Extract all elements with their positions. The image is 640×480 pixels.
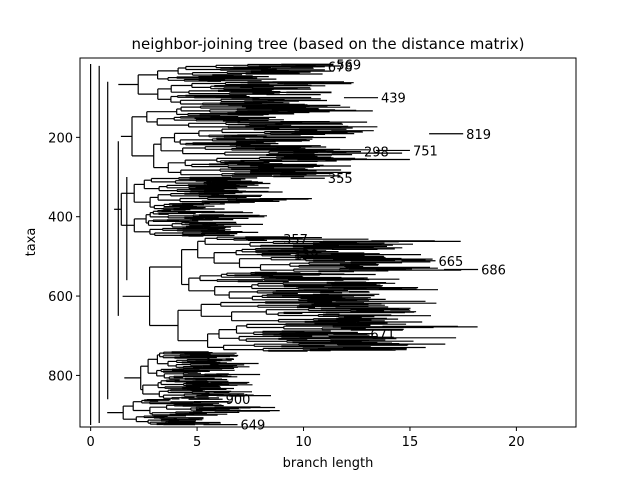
x-tick-label: 15: [402, 435, 419, 450]
y-tick-label: 400: [48, 211, 73, 226]
y-axis-label: taxa: [24, 228, 39, 257]
leaf-label: 678: [328, 61, 353, 76]
leaf-label: 355: [328, 172, 353, 187]
leaf-label: 569: [336, 59, 361, 74]
x-tick-label: 10: [295, 435, 312, 450]
leaf-label: 298: [364, 146, 389, 161]
leaf-label: 751: [413, 144, 438, 159]
y-tick-label: 200: [48, 131, 73, 146]
y-tick-label: 600: [48, 290, 73, 305]
leaf-label: 671: [370, 328, 395, 343]
leaf-label: 139: [294, 248, 319, 263]
x-axis-label: branch length: [283, 456, 374, 471]
plot-frame: [79, 57, 577, 428]
x-axis-ticks: 0 5 10 15 20: [87, 427, 525, 450]
leaf-label: 819: [466, 128, 491, 143]
x-tick-label: 0: [87, 435, 95, 450]
y-tick-label: 800: [48, 369, 73, 384]
y-axis-ticks: 200 400 600 800: [48, 131, 80, 384]
chart-title: neighbor-joining tree (based on the dist…: [132, 35, 525, 53]
leaf-label: 357: [283, 233, 308, 248]
leaf-label: 900: [226, 393, 251, 408]
x-tick-label: 5: [193, 435, 201, 450]
tree-branches: [89, 63, 478, 426]
leaf-label: 649: [241, 419, 266, 434]
leaf-label: 665: [439, 255, 464, 270]
leaf-label: 686: [481, 263, 506, 278]
leaf-label: 439: [381, 92, 406, 107]
x-tick-label: 20: [508, 435, 525, 450]
